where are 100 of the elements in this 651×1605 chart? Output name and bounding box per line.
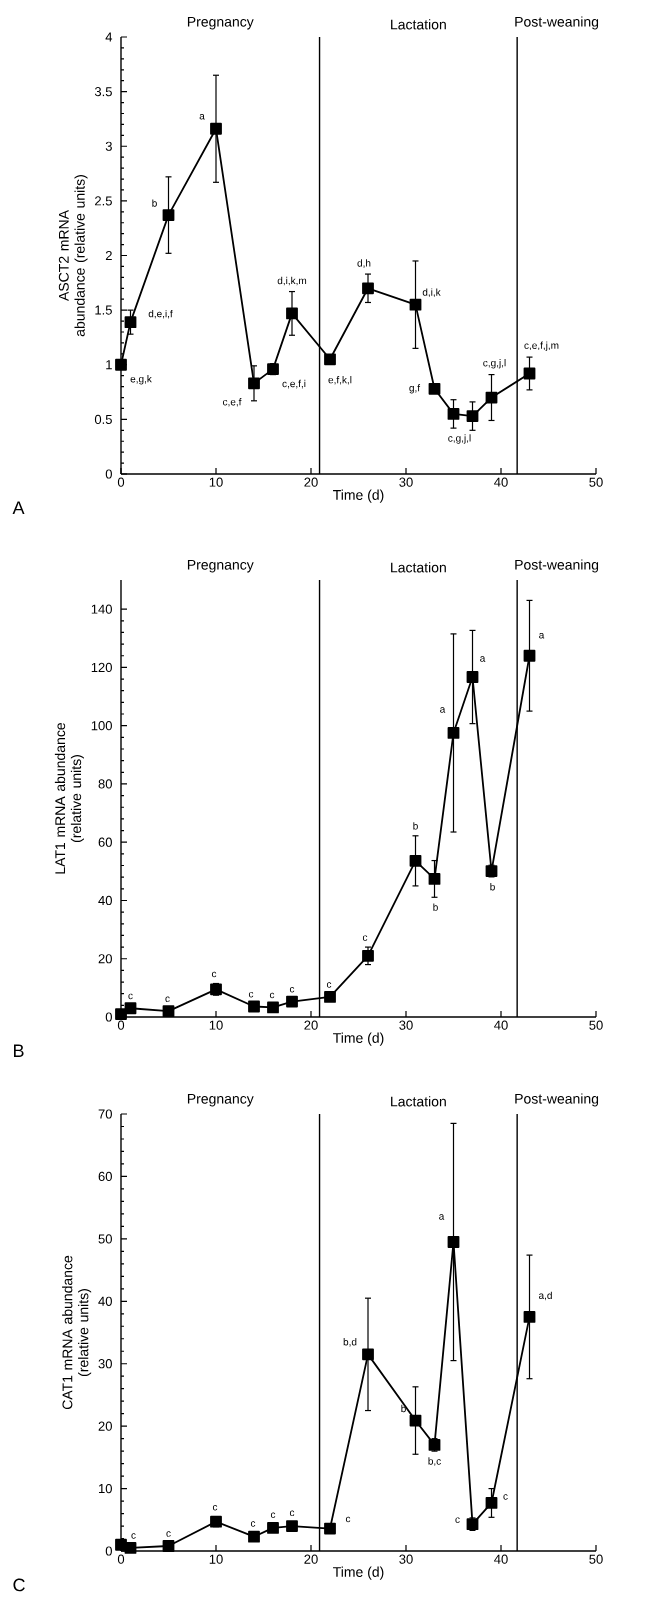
data-label: a,d bbox=[538, 1291, 552, 1301]
data-label: c,e,f,i bbox=[282, 379, 306, 389]
x-tick-label: 50 bbox=[589, 1554, 603, 1564]
point bbox=[286, 995, 298, 1008]
data-label: e,g,k bbox=[130, 375, 152, 385]
data-label: b bbox=[490, 883, 495, 891]
data-label: a bbox=[480, 656, 486, 662]
data-label: c bbox=[362, 935, 368, 941]
data-label: c bbox=[270, 1512, 276, 1518]
data-label: c bbox=[289, 986, 295, 993]
data-label: d,e,i,f bbox=[148, 309, 173, 319]
data-label: a bbox=[439, 1214, 445, 1220]
y-tick-label: 100 bbox=[91, 721, 112, 731]
y-tick-label: 10 bbox=[98, 1483, 112, 1494]
text: Lactation bbox=[391, 1096, 446, 1107]
data-label: e,f,k,l bbox=[328, 376, 352, 385]
point bbox=[286, 1520, 298, 1532]
x-tick-label: 0 bbox=[117, 1554, 125, 1564]
point bbox=[447, 727, 460, 739]
x-tick-label: 20 bbox=[304, 477, 318, 487]
point bbox=[466, 671, 479, 683]
point bbox=[248, 1000, 260, 1013]
text: A bbox=[12, 501, 25, 514]
x-tick-label: 20 bbox=[304, 1020, 318, 1030]
data-label: c bbox=[131, 1533, 136, 1539]
data-label: c bbox=[166, 1531, 171, 1537]
point bbox=[267, 1001, 279, 1014]
y-tick-label: 0 bbox=[105, 469, 112, 479]
x-tick-label: 10 bbox=[209, 1020, 223, 1030]
text: Post-weaning bbox=[515, 559, 599, 573]
point bbox=[162, 209, 175, 221]
y-tick-label: 3 bbox=[105, 141, 112, 151]
point bbox=[324, 991, 336, 1003]
y-tick-label: 40 bbox=[98, 1296, 112, 1306]
point bbox=[523, 649, 536, 662]
x-axis-title: Time (d) bbox=[333, 489, 384, 503]
x-tick-label: 10 bbox=[209, 1554, 223, 1564]
text: Pregnancy bbox=[187, 16, 254, 30]
point bbox=[115, 1008, 127, 1020]
y-tick-label: 0.5 bbox=[94, 414, 112, 424]
data-label: c,e,f bbox=[222, 398, 242, 407]
point bbox=[447, 1236, 460, 1248]
y-tick-label: 30 bbox=[98, 1359, 112, 1369]
y-tick-label: 70 bbox=[98, 1109, 112, 1119]
point bbox=[409, 854, 422, 867]
x-axis-title: Time (d) bbox=[333, 1566, 384, 1580]
text: Post-weaning bbox=[515, 16, 599, 30]
y-tick-label: 1 bbox=[106, 360, 112, 370]
data-label: c bbox=[250, 1521, 256, 1527]
data-label: a bbox=[539, 633, 545, 639]
point bbox=[286, 307, 298, 320]
x-tick-label: 30 bbox=[399, 1554, 413, 1564]
point bbox=[447, 408, 460, 420]
point bbox=[428, 873, 441, 885]
x-tick-label: 50 bbox=[589, 1020, 603, 1030]
y-tick-label: 120 bbox=[91, 662, 112, 673]
point bbox=[162, 1005, 175, 1018]
data-label: c bbox=[326, 982, 332, 988]
data-label: d,i,k,m bbox=[277, 276, 307, 286]
y-tick-label: 60 bbox=[98, 837, 112, 847]
x-tick-label: 0 bbox=[117, 1020, 125, 1030]
text: C bbox=[13, 1578, 25, 1592]
data-label: g,f bbox=[409, 384, 421, 394]
data-label: b,d bbox=[343, 1338, 357, 1347]
y-axis-title: LAT1 mRNA abundance (relative units) bbox=[54, 723, 84, 874]
point bbox=[523, 1311, 536, 1323]
data-label: c bbox=[165, 996, 170, 1003]
y-tick-label: 50 bbox=[98, 1234, 112, 1244]
x-axis-title: Time (d) bbox=[333, 1032, 384, 1046]
y-tick-label: 1.5 bbox=[95, 305, 112, 315]
point bbox=[124, 316, 137, 329]
x-tick-label: 40 bbox=[494, 1554, 508, 1564]
data-label: c bbox=[345, 1516, 351, 1523]
point bbox=[162, 1540, 175, 1552]
y-axis-title: CAT1 mRNA abundance (relative units) bbox=[62, 1255, 92, 1410]
data-label: a bbox=[199, 114, 205, 120]
y-tick-label: 3.5 bbox=[94, 87, 112, 97]
point bbox=[115, 358, 127, 371]
data-label: b bbox=[152, 199, 157, 207]
point bbox=[124, 1002, 137, 1015]
data-label: c,e,f,j,m bbox=[524, 341, 559, 351]
data-label: c bbox=[128, 993, 133, 1000]
point bbox=[466, 410, 479, 422]
point bbox=[428, 382, 441, 395]
y-tick-label: 0 bbox=[105, 1546, 112, 1556]
x-tick-label: 30 bbox=[399, 1020, 413, 1030]
y-tick-label: 4 bbox=[105, 32, 113, 42]
x-tick-label: 0 bbox=[117, 477, 125, 487]
data-label: d,i,k bbox=[422, 288, 441, 297]
data-label: b bbox=[401, 1404, 406, 1413]
point bbox=[409, 298, 422, 311]
text: Post-weaning bbox=[515, 1093, 599, 1107]
x-tick-label: 40 bbox=[494, 1020, 508, 1030]
data-label: d,h bbox=[357, 259, 371, 268]
data-label: b bbox=[433, 903, 438, 911]
point bbox=[248, 1530, 260, 1543]
point bbox=[210, 1515, 222, 1528]
data-label: a bbox=[440, 707, 446, 713]
y-tick-label: 20 bbox=[98, 1421, 112, 1431]
data-label: c bbox=[212, 1505, 218, 1511]
